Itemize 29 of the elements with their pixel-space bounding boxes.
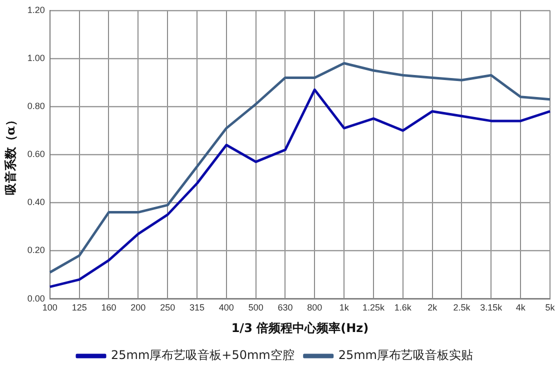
y-tick-label: 0.60	[27, 149, 45, 160]
x-tick-label: 100	[42, 302, 58, 313]
y-axis-title: 吸音系数（α）	[3, 114, 18, 196]
x-tick-label: 5k	[545, 302, 556, 313]
x-tick-label: 315	[189, 302, 205, 313]
x-tick-label: 250	[160, 302, 176, 313]
x-axis-title: 1/3 倍频程中心频率(Hz)	[231, 320, 369, 335]
x-tick-label: 2.5k	[453, 302, 471, 313]
x-tick-label: 3.15k	[480, 302, 503, 313]
x-tick-label: 1.6k	[394, 302, 412, 313]
x-tick-label: 630	[278, 302, 293, 313]
y-tick-label: 0.20	[27, 245, 45, 256]
x-tick-label: 500	[248, 302, 264, 313]
x-tick-label: 200	[130, 302, 146, 313]
x-tick-label: 4k	[516, 302, 526, 313]
y-tick-label: 0.40	[27, 197, 45, 208]
x-tick-label: 125	[72, 302, 87, 313]
y-tick-label: 0.00	[27, 293, 45, 304]
y-tick-label: 0.80	[27, 101, 45, 112]
y-tick-label: 1.20	[27, 4, 45, 15]
legend-label: 25mm厚布艺吸音板实贴	[338, 348, 474, 362]
x-tick-label: 160	[101, 302, 116, 313]
x-tick-label: 1k	[339, 302, 350, 313]
x-tick-label: 400	[218, 302, 234, 313]
x-tick-label: 2k	[428, 302, 438, 313]
x-tick-label: 1.25k	[362, 302, 385, 313]
y-tick-label: 1.00	[27, 52, 45, 63]
legend-label: 25mm厚布艺吸音板+50mm空腔	[111, 348, 294, 362]
x-tick-label: 800	[307, 302, 322, 313]
